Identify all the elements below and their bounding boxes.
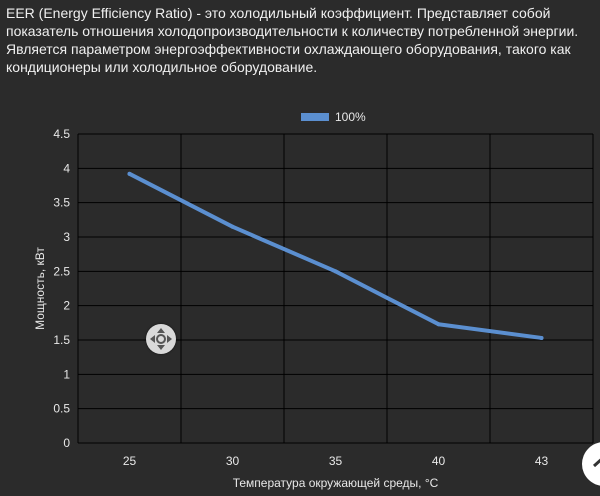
y-tick-label: 1 [63,367,70,381]
y-tick-label: 0 [63,436,70,450]
chevron-up-icon [592,458,600,468]
x-tick-label: 25 [123,454,137,468]
legend-swatch [301,113,329,121]
y-tick-label: 3 [63,230,70,244]
y-tick-label: 4.5 [53,127,70,141]
plot-area [78,134,593,443]
chart-container: 0 0.5 1 1.5 2 2.5 3 3.5 4 4.5 25 30 35 40 43 Температур… [0,96,600,496]
y-axis-label: Мощность, кВт [33,247,47,330]
data-point [436,322,441,327]
scroll-up-button[interactable] [582,442,600,486]
y-tick-label: 2.5 [53,264,70,278]
y-tick-label: 3.5 [53,196,70,210]
data-point [127,171,132,176]
data-point [333,269,338,274]
description-text: EER (Energy Efficiency Ratio) - это холо… [6,5,579,75]
data-point [230,224,235,229]
legend-label: 100% [335,110,366,124]
move-handle[interactable] [146,324,176,354]
series-line-100 [127,171,544,340]
y-tick-label: 0.5 [53,402,70,416]
x-tick-label: 30 [226,454,240,468]
line-chart: 0 0.5 1 1.5 2 2.5 3 3.5 4 4.5 25 30 35 40 43 Температур… [33,110,594,490]
x-axis-label: Температура окружающей среды, °C [233,476,439,490]
y-tick-label: 1.5 [53,333,70,347]
x-tick-label: 43 [535,454,549,468]
y-tick-label: 2 [63,299,70,313]
move-arrows-icon [150,328,172,350]
data-point [539,335,544,340]
x-tick-label: 35 [329,454,343,468]
y-tick-label: 4 [63,161,70,175]
x-tick-label: 40 [432,454,446,468]
